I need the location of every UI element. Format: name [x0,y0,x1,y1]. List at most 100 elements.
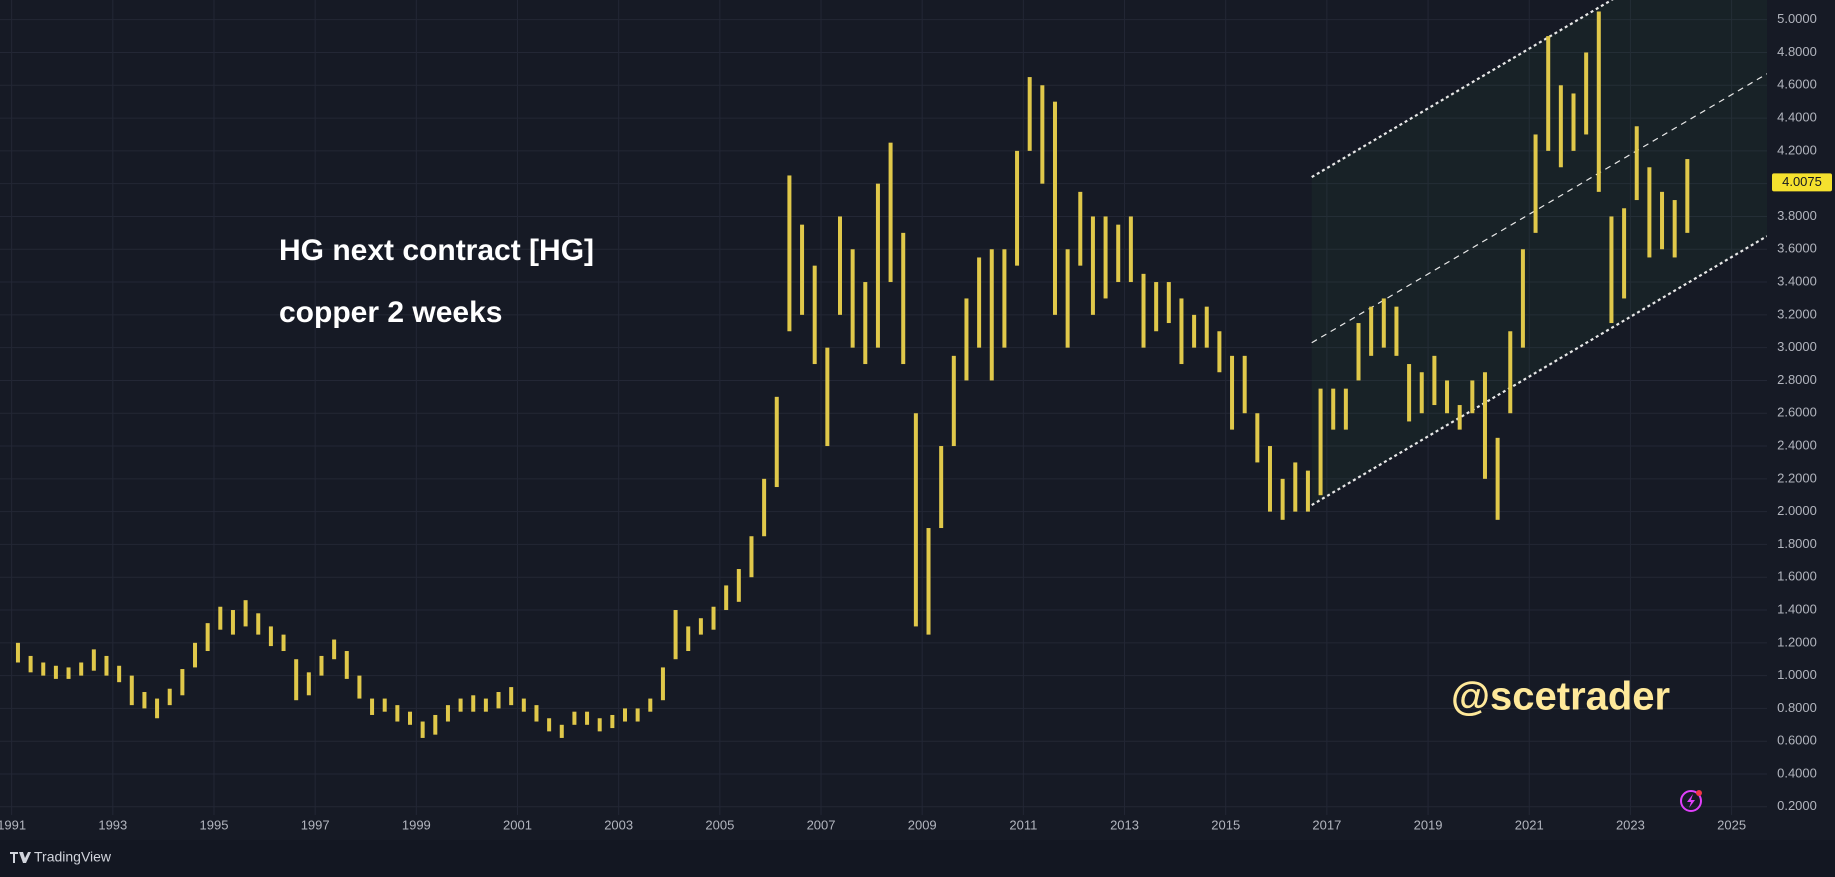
price-bar [332,639,337,660]
y-tick-label: 0.8000 [1777,700,1817,715]
price-bar [1040,85,1045,184]
price-bar [15,642,20,663]
price-bar [736,569,741,602]
price-bar [1356,323,1361,381]
price-bar [471,695,476,712]
price-bar [1457,405,1462,430]
plot-area [15,0,1767,738]
alert-icon[interactable] [1680,790,1702,812]
last-price-label: 4.0075 [1782,174,1822,189]
y-tick-label: 3.4000 [1777,273,1817,288]
price-bar [1432,355,1437,406]
price-bar [1090,216,1095,315]
x-tick-label: 2015 [1211,817,1240,832]
price-bar [1015,150,1020,266]
chart-subtitle: copper 2 weeks [279,296,502,329]
x-tick-label: 1993 [98,817,127,832]
y-tick-label: 1.4000 [1777,601,1817,616]
y-tick-label: 2.0000 [1777,503,1817,518]
y-tick-label: 4.4000 [1777,110,1817,125]
price-bar [382,698,387,712]
price-bar [1520,249,1525,348]
price-bar [1103,216,1108,299]
last-price-box [1772,173,1832,192]
grid [0,0,1767,815]
price-bar [1508,331,1513,414]
y-tick-label: 0.2000 [1777,798,1817,813]
price-bar [1179,298,1184,365]
price-bar [53,665,58,679]
price-bar [673,610,678,660]
y-tick-label: 3.6000 [1777,241,1817,256]
price-bar [155,698,160,719]
price-bar [1495,437,1500,520]
price-bar [1470,380,1475,414]
x-tick-label: 1995 [200,817,229,832]
y-tick-label: 2.4000 [1777,437,1817,452]
price-bar [1672,200,1677,258]
price-bar [1242,355,1247,414]
price-bar [1609,216,1614,324]
price-bar [1116,224,1121,283]
price-bar [863,282,868,365]
price-bar [281,634,286,652]
footer-bar [0,840,1835,877]
price-bar [1533,134,1538,233]
x-tick-label: 1999 [402,817,431,832]
price-bar [496,692,501,709]
price-bar [91,649,96,671]
x-tick-label: 2023 [1616,817,1645,832]
price-bar [1204,306,1209,348]
price-bar [104,655,109,676]
price-bar [1546,36,1551,151]
x-tick-label: 2019 [1414,817,1443,832]
price-bar [850,249,855,348]
price-bar [572,711,577,725]
price-bar [1369,306,1374,356]
price-bar [648,698,653,712]
branding: TradingView [34,849,112,865]
price-bar [1166,282,1171,324]
price-bar [1558,85,1563,168]
y-tick-label: 1.8000 [1777,536,1817,551]
price-bar [812,265,817,365]
price-bar [243,600,248,627]
price-bar [420,721,425,738]
price-bar [800,224,805,315]
price-bar [964,298,969,381]
price-bar [837,216,842,315]
price-bar [711,606,716,630]
price-bar [1065,249,1070,348]
price-bar [1293,462,1298,512]
price-bar [294,659,299,701]
price-bar [762,478,767,537]
price-bar [1027,77,1032,151]
price-bar [825,347,830,447]
price-bar [1343,388,1348,430]
price-bar [989,249,994,381]
chart-title: HG next contract [HG] [279,234,594,267]
price-bar [1596,11,1601,192]
price-bar [1685,159,1690,233]
price-bar [1331,388,1336,430]
price-bar [1267,446,1272,512]
price-bar [117,665,122,683]
price-bar [1407,364,1412,422]
y-tick-label: 4.8000 [1777,44,1817,59]
price-bar [230,610,235,635]
price-bar [534,705,539,722]
price-bar [408,711,413,725]
price-bar [1141,273,1146,348]
price-bar [1192,314,1197,348]
price-bar [1154,282,1159,332]
x-tick-label: 1997 [301,817,330,832]
price-bar [66,667,71,679]
price-bar [585,711,590,725]
price-bar [1255,413,1260,463]
price-bar [370,698,375,715]
price-bar [142,692,147,709]
channel-fill [1311,0,1767,506]
price-bar [660,667,665,701]
axes: 0.2000 0.4000 0.6000 0.8000 1.0000 1.2000 1.40… [0,11,1832,832]
price-bar [1419,372,1424,414]
